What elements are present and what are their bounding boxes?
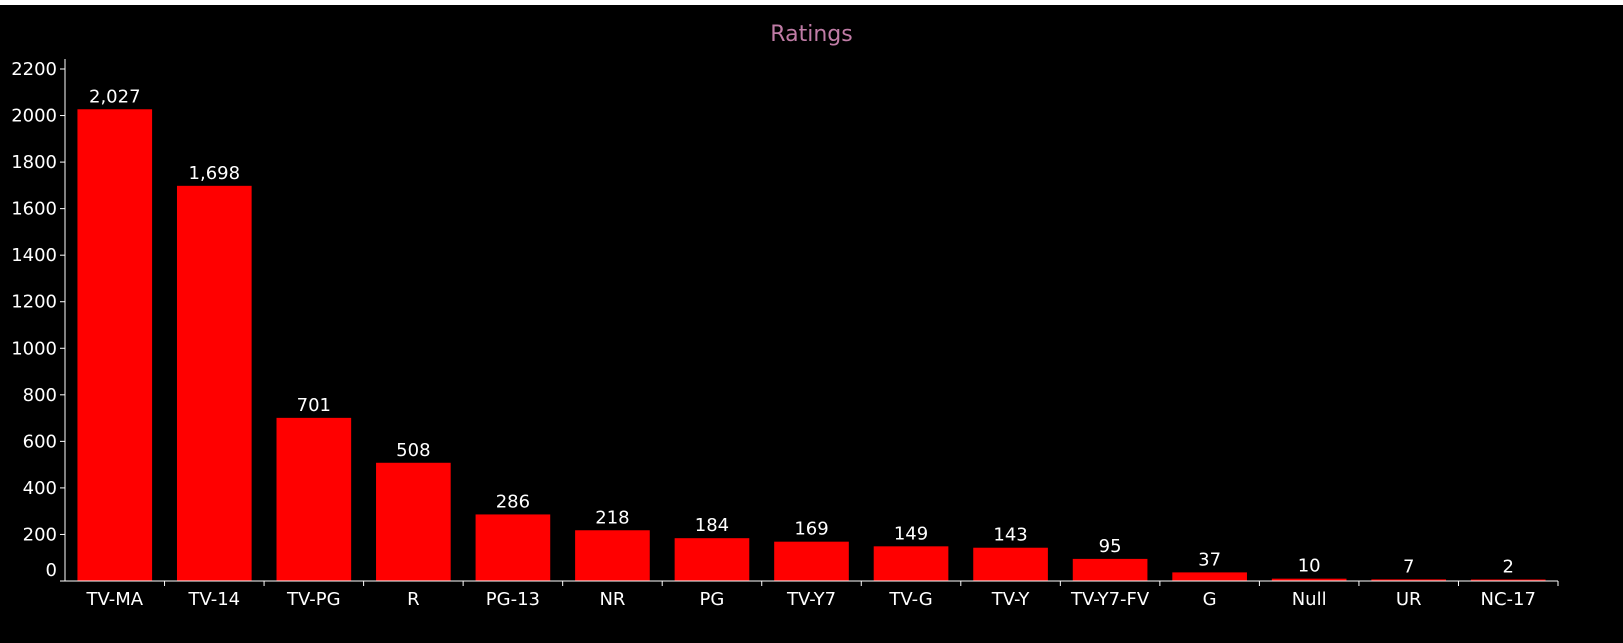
x-tick-label-tv-14: TV-14 (187, 589, 240, 610)
bar-ur[interactable] (1371, 579, 1447, 581)
x-tick-label-r: R (407, 589, 420, 610)
data-label-tv-14: 1,698 (189, 163, 241, 184)
x-tick-label-null: Null (1292, 589, 1327, 610)
y-tick-label: 1200 (11, 292, 57, 313)
x-tick-label-nr: NR (599, 589, 625, 610)
x-tick-label-ur: UR (1396, 589, 1422, 610)
x-tick-label-tv-y7: TV-Y7 (786, 589, 836, 610)
data-label-g: 37 (1198, 549, 1221, 570)
x-tick-label-nc-17: NC-17 (1481, 589, 1536, 610)
bar-tv-y7-fv[interactable] (1072, 558, 1148, 581)
bar-tv-y[interactable] (973, 547, 1048, 581)
y-tick-label: 1000 (11, 338, 57, 359)
x-axis-ticks: TV-MA TV-14 TV-PG R PG-13 NR PG TV-Y7 TV-G TV-Y TV… (85, 581, 1559, 610)
bar-pg[interactable] (674, 538, 750, 581)
data-label-tv-y7: 169 (794, 519, 828, 540)
x-tick-label-tv-ma: TV-MA (85, 589, 143, 610)
bar-tv-y7[interactable] (774, 541, 849, 581)
bar-null[interactable] (1271, 578, 1347, 581)
data-labels: 2,027 1,698 701 508 286 218 184 169 149 143 95 37 10… (89, 86, 1514, 577)
data-label-tv-ma: 2,027 (89, 86, 141, 107)
data-label-tv-pg: 701 (297, 395, 331, 416)
y-tick-label: 0 (46, 560, 57, 581)
bar-tv-14[interactable] (176, 185, 252, 581)
data-label-nr: 218 (595, 507, 629, 528)
data-label-tv-y7-fv: 95 (1099, 536, 1122, 557)
y-tick-label: 800 (23, 385, 57, 406)
x-tick-label-tv-y7-fv: TV-Y7-FV (1070, 589, 1150, 610)
data-label-pg-13: 286 (496, 491, 530, 512)
bar-g[interactable] (1172, 572, 1247, 581)
x-tick-label-tv-y: TV-Y (991, 589, 1031, 610)
y-axis-ticks: 0 200 400 600 800 1000 1200 1400 1600 1800 2000 220… (11, 59, 65, 582)
y-tick-label: 400 (23, 478, 57, 499)
bar-nc-17[interactable] (1470, 579, 1546, 582)
data-label-tv-y: 143 (993, 525, 1027, 546)
bar-pg-13[interactable] (475, 514, 551, 581)
y-tick-label: 600 (23, 431, 57, 452)
data-label-null: 10 (1298, 556, 1321, 577)
data-label-tv-g: 149 (894, 523, 928, 544)
data-label-nc-17: 2 (1503, 557, 1514, 578)
y-tick-label: 1800 (11, 152, 57, 173)
chart-title: Ratings (770, 22, 853, 47)
y-tick-label: 2000 (11, 106, 57, 127)
bar-tv-ma[interactable] (77, 109, 153, 582)
x-tick-label-pg: PG (700, 589, 725, 610)
x-tick-label-g: G (1203, 589, 1217, 610)
data-label-ur: 7 (1403, 556, 1414, 577)
x-tick-label-tv-pg: TV-PG (286, 589, 341, 610)
y-tick-label: 2200 (11, 59, 57, 80)
x-tick-label-pg-13: PG-13 (486, 589, 540, 610)
bar-r[interactable] (376, 462, 451, 581)
chart-panel (0, 5, 1623, 643)
bar-tv-pg[interactable] (276, 417, 352, 581)
data-label-r: 508 (396, 440, 430, 461)
bar-nr[interactable] (575, 530, 650, 581)
data-label-pg: 184 (695, 515, 729, 536)
bar-tv-g[interactable] (873, 546, 949, 581)
y-tick-label: 1600 (11, 199, 57, 220)
bars (77, 109, 1546, 582)
x-tick-label-tv-g: TV-G (888, 589, 932, 610)
y-tick-label: 200 (23, 524, 57, 545)
y-tick-label: 1400 (11, 245, 57, 266)
